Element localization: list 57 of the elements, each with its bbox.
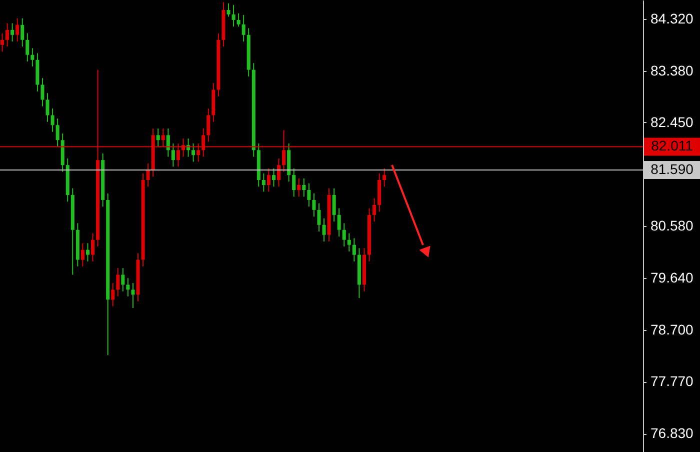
y-tick-label: 78.700 [650, 322, 694, 338]
candlestick [372, 198, 376, 222]
candlestick [90, 232, 95, 262]
candlestick [266, 168, 270, 192]
candlestick [131, 282, 135, 308]
candlestick [40, 78, 44, 107]
candlestick [382, 168, 386, 188]
y-tick-label: 83.380 [650, 62, 694, 78]
candlestick [16, 18, 20, 42]
candlestick [0, 32, 4, 52]
candlestick [272, 168, 276, 188]
candlestick [192, 142, 196, 162]
candlestick [116, 268, 120, 297]
candlestick [297, 178, 301, 198]
candlestick [126, 278, 130, 297]
candlestick [50, 108, 54, 132]
y-tick-label: 80.580 [650, 218, 694, 234]
candlestick [111, 282, 115, 307]
candlestick [317, 202, 321, 232]
candlestick [307, 182, 311, 208]
candlestick [236, 12, 240, 28]
candlestick [156, 128, 160, 148]
candlestick [242, 14, 246, 42]
candlestick [46, 92, 50, 122]
candlestick [20, 18, 24, 48]
candlestick [56, 118, 60, 148]
candlestick [80, 242, 84, 267]
candlestick [302, 178, 306, 198]
y-tick-label: 79.640 [650, 270, 694, 286]
candlestick [347, 232, 351, 252]
candlestick [232, 4, 236, 28]
candlestick [86, 242, 90, 262]
candlestick [322, 218, 326, 242]
candlestick [292, 168, 296, 198]
candlestick [332, 188, 336, 222]
candlestick [6, 22, 10, 48]
candlestick [166, 128, 170, 158]
candlestick [342, 222, 346, 247]
candlestick [171, 142, 175, 168]
candlestick [30, 48, 34, 67]
candlestick [146, 162, 150, 188]
ref-line-label: 81.590 [650, 161, 694, 178]
candlestick [337, 208, 341, 238]
y-tick-label: 77.770 [650, 373, 694, 390]
candlestick [26, 32, 30, 62]
y-tick-label: 76.830 [650, 425, 694, 442]
candlestick [10, 22, 14, 42]
candlestick [206, 108, 210, 142]
candlestick [226, 2, 230, 18]
candlestick [121, 268, 125, 292]
y-tick-label: 82.450 [650, 114, 694, 130]
candlestick [277, 158, 281, 188]
candlestick [262, 172, 266, 192]
candlestick [352, 238, 356, 262]
y-tick-label: 84.320 [650, 10, 694, 26]
candlestick [312, 192, 316, 218]
ref-line-label: 82.011 [651, 138, 694, 154]
